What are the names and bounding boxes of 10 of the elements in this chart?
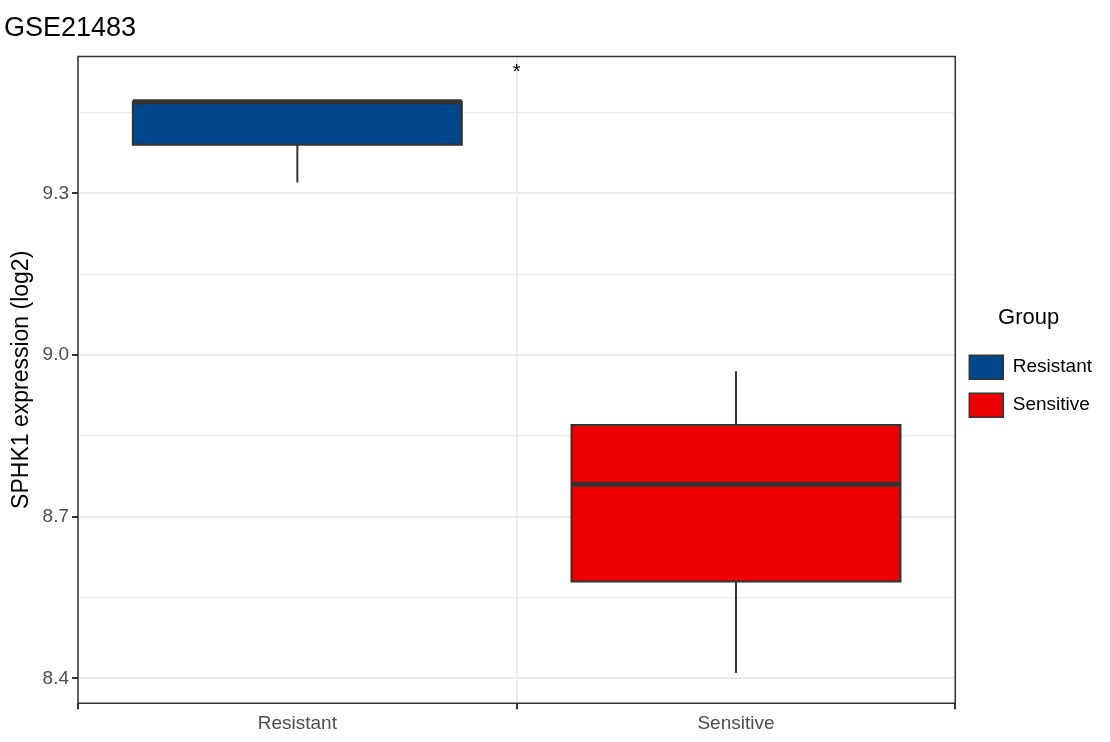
- y-tick-label: 9.0: [42, 343, 70, 365]
- y-tick-label: 8.7: [42, 504, 70, 526]
- legend-label: Resistant: [1012, 355, 1093, 377]
- chart-title: GSE21483: [4, 11, 137, 42]
- annotation: *: [512, 59, 521, 82]
- legend-title: Group: [998, 303, 1060, 329]
- y-axis-title: SPHK1 expression (log2): [7, 250, 34, 509]
- y-tick-label: 9.3: [42, 181, 70, 203]
- y-tick-label: 8.4: [42, 666, 70, 688]
- legend-label: Sensitive: [1012, 393, 1090, 415]
